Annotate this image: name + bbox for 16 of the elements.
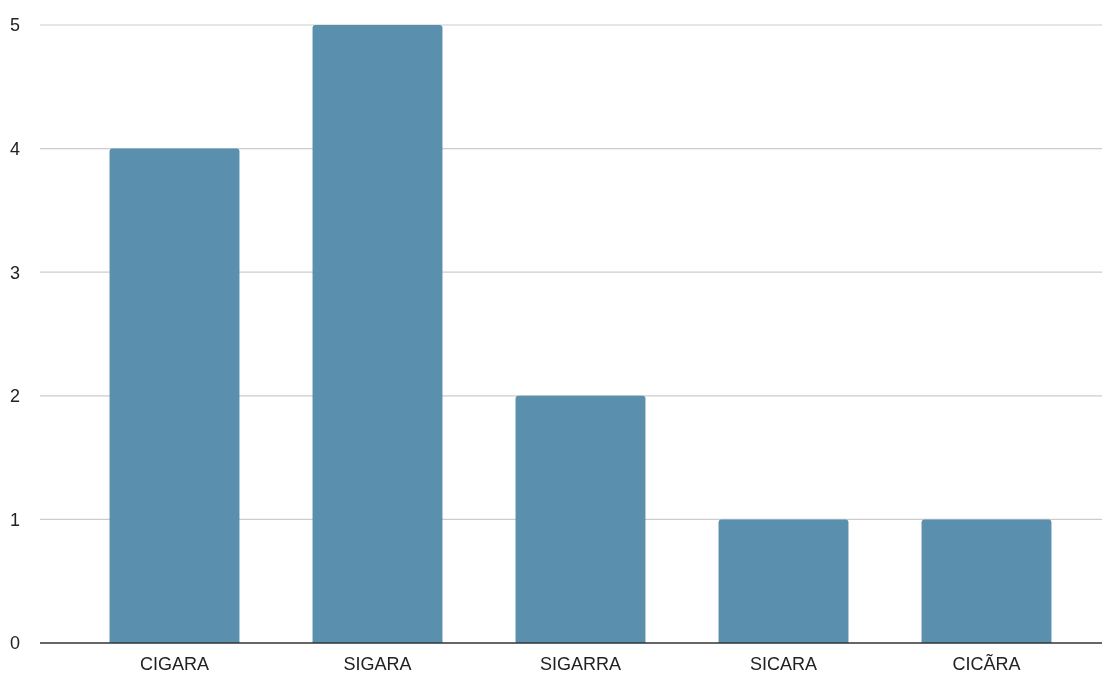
y-tick-label: 1 — [9, 509, 21, 530]
x-tick-label: CIGARA — [139, 654, 210, 674]
bar — [109, 148, 240, 643]
bar — [718, 519, 849, 643]
y-tick-label: 5 — [9, 15, 21, 36]
x-tick-label: SIGARRA — [539, 654, 622, 674]
y-tick-label: 3 — [9, 262, 21, 283]
x-tick-label: SICARA — [749, 654, 818, 674]
bar — [515, 395, 646, 643]
x-tick-label: SIGARA — [343, 654, 412, 674]
y-tick-label: 4 — [9, 138, 21, 159]
x-tick-label: CICÃRA — [952, 653, 1021, 674]
bar — [312, 25, 443, 643]
y-tick-label: 0 — [9, 633, 21, 654]
bar — [921, 519, 1052, 643]
y-tick-label: 2 — [9, 386, 21, 407]
